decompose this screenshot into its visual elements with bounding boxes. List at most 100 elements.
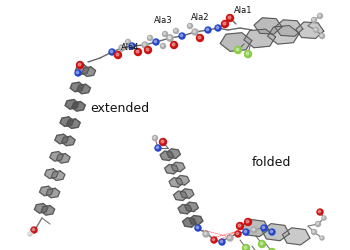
Circle shape [318,210,321,213]
Circle shape [188,24,193,28]
Circle shape [228,236,231,239]
Circle shape [259,240,266,248]
Circle shape [75,70,81,76]
Circle shape [216,26,219,29]
Polygon shape [65,100,79,109]
Circle shape [174,28,178,34]
Circle shape [318,14,321,16]
Circle shape [205,27,211,33]
Circle shape [314,28,318,32]
Circle shape [120,46,123,49]
Circle shape [313,230,315,232]
Circle shape [161,140,164,143]
Circle shape [227,235,233,241]
Circle shape [109,49,115,55]
Polygon shape [167,149,181,158]
Polygon shape [254,18,282,34]
Circle shape [243,229,249,235]
Circle shape [175,30,176,32]
Circle shape [110,50,113,53]
Circle shape [244,230,247,233]
Polygon shape [77,84,91,94]
Circle shape [203,231,209,237]
Circle shape [180,34,183,37]
Circle shape [155,145,161,151]
Circle shape [317,209,323,215]
Circle shape [315,28,316,30]
Circle shape [28,232,32,236]
Text: folded: folded [252,156,291,168]
Circle shape [238,224,241,227]
Circle shape [251,227,257,233]
Circle shape [154,40,157,43]
Circle shape [260,242,263,245]
Circle shape [270,230,273,233]
Circle shape [234,46,241,54]
Circle shape [119,45,125,51]
Polygon shape [72,102,85,111]
Polygon shape [282,228,310,245]
Circle shape [196,226,199,229]
Circle shape [252,228,255,231]
Polygon shape [41,206,55,215]
Circle shape [321,34,322,36]
Circle shape [196,34,203,42]
Circle shape [312,18,316,22]
Circle shape [220,240,223,243]
Circle shape [320,34,324,38]
Polygon shape [51,171,65,180]
Circle shape [153,136,158,140]
Circle shape [167,35,173,41]
Circle shape [192,29,198,35]
Circle shape [206,28,209,31]
Polygon shape [50,152,63,161]
Circle shape [316,222,319,224]
Circle shape [219,239,225,245]
Polygon shape [178,204,192,214]
Polygon shape [171,162,185,172]
Polygon shape [244,29,275,48]
Circle shape [320,236,324,240]
Circle shape [29,233,30,234]
Polygon shape [189,216,203,225]
Circle shape [215,25,221,31]
Circle shape [243,244,250,250]
Text: Ala2: Ala2 [191,13,209,22]
Circle shape [323,217,324,218]
Circle shape [179,33,185,39]
Circle shape [262,226,265,229]
Circle shape [321,237,322,238]
Circle shape [168,36,171,39]
Polygon shape [56,154,70,163]
Circle shape [116,53,119,56]
Circle shape [315,222,321,226]
Circle shape [172,43,175,46]
Circle shape [322,216,326,220]
Circle shape [246,220,249,223]
Circle shape [126,40,131,44]
Polygon shape [34,204,48,213]
Circle shape [313,18,315,20]
Circle shape [145,46,152,54]
Circle shape [163,32,166,34]
Circle shape [261,225,267,231]
Polygon shape [62,136,75,146]
Polygon shape [275,20,303,36]
Polygon shape [262,224,289,241]
Polygon shape [44,169,58,178]
Circle shape [317,14,322,18]
Circle shape [142,42,148,48]
Polygon shape [185,202,198,211]
Circle shape [211,237,217,243]
Text: Ala3: Ala3 [154,16,172,25]
Polygon shape [82,67,96,76]
Polygon shape [268,26,299,44]
Text: Ala1: Ala1 [234,6,252,15]
Circle shape [245,218,252,226]
Circle shape [245,50,252,58]
Text: Ala4: Ala4 [121,43,139,52]
Circle shape [147,36,153,41]
Circle shape [153,39,159,45]
Circle shape [162,32,168,36]
Circle shape [268,248,275,250]
